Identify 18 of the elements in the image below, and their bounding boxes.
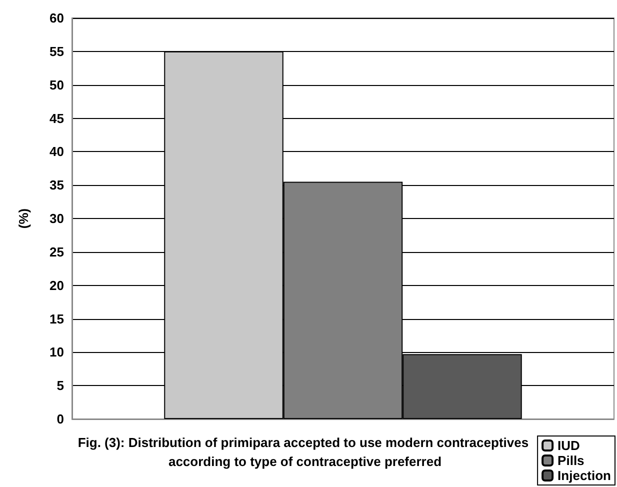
y-tick-label: 25 <box>50 244 64 260</box>
y-tick-label: 45 <box>50 110 64 126</box>
y-tick-label: 0 <box>56 412 64 426</box>
y-tick-label: 40 <box>50 144 64 160</box>
y-tick-label: 5 <box>56 378 64 394</box>
y-tick-label: 10 <box>50 344 64 360</box>
y-tick-label: 50 <box>50 77 64 92</box>
y-axis-title: (%) <box>16 208 31 229</box>
legend-label: IUD <box>558 438 580 453</box>
y-tick-label: 55 <box>50 44 64 59</box>
y-tick-label: 20 <box>50 278 64 293</box>
y-tick-label: 30 <box>50 211 64 226</box>
legend-label: Pills <box>558 453 584 468</box>
y-tick-label: 15 <box>50 311 64 326</box>
text: Fig. (3): Distribution of primipara accepted to use modern contraceptives according to type of contraceptive preferred <box>78 435 532 469</box>
y-tick-label: 60 <box>50 10 64 26</box>
legend-label: Injection <box>558 468 612 483</box>
y-tick-label: 35 <box>50 178 64 193</box>
